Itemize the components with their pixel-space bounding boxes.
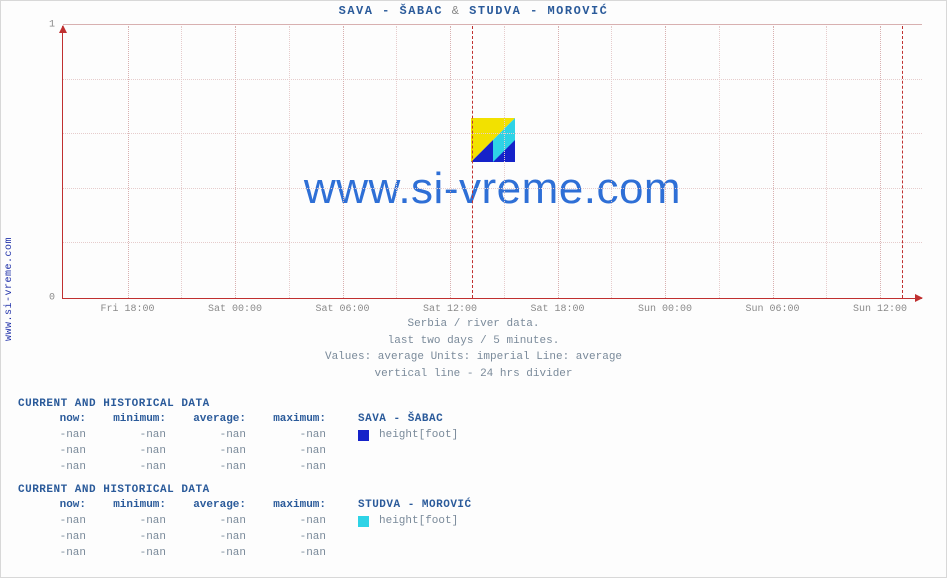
gridline-v xyxy=(235,26,236,298)
data-block-1: CURRENT AND HISTORICAL DATA now:minimum:a… xyxy=(18,398,458,476)
table-cell: -nan xyxy=(258,460,338,476)
watermark-text: www.si-vreme.com xyxy=(304,164,681,214)
gridline-v-minor xyxy=(289,26,290,298)
table-cell: -nan xyxy=(178,444,258,460)
column-header: minimum: xyxy=(98,412,178,428)
x-tick-label: Fri 18:00 xyxy=(100,304,154,315)
color-swatch-icon xyxy=(358,516,369,527)
table-row: -nan-nan-nan-nan xyxy=(18,444,458,460)
table-row: -nan-nan-nan-nanheight[foot] xyxy=(18,428,458,444)
table-cell: -nan xyxy=(178,514,258,530)
gridline-v xyxy=(343,26,344,298)
data-heading: CURRENT AND HISTORICAL DATA xyxy=(18,398,458,410)
y-tick-label: 0 xyxy=(49,293,55,304)
x-tick-label: Sat 18:00 xyxy=(530,304,584,315)
gridline-v xyxy=(773,26,774,298)
vertical-divider xyxy=(902,26,903,298)
column-header: maximum: xyxy=(258,412,338,428)
series-swatch-label: height[foot] xyxy=(358,514,458,530)
table-row: -nan-nan-nan-nanheight[foot] xyxy=(18,514,472,530)
x-tick-label: Sat 00:00 xyxy=(208,304,262,315)
gridline-v-minor xyxy=(504,26,505,298)
table-cell: -nan xyxy=(18,530,98,546)
column-header: now: xyxy=(18,412,98,428)
x-tick-label: Sun 06:00 xyxy=(745,304,799,315)
gridline-v xyxy=(558,26,559,298)
title-amp: & xyxy=(452,4,461,18)
y-axis-arrow-icon xyxy=(59,25,67,33)
column-header: average: xyxy=(178,412,258,428)
gridline-v-minor xyxy=(396,26,397,298)
gridline-v-minor xyxy=(719,26,720,298)
table-cell: -nan xyxy=(98,428,178,444)
table-cell: -nan xyxy=(258,530,338,546)
gridline-v-minor xyxy=(181,26,182,298)
table-row: -nan-nan-nan-nan xyxy=(18,530,472,546)
vertical-divider xyxy=(472,26,473,298)
table-cell: -nan xyxy=(258,444,338,460)
series-swatch-label: height[foot] xyxy=(358,428,458,444)
chart-title: SAVA - ŠABAC & STUDVA - MOROVIĆ xyxy=(0,4,947,18)
color-swatch-icon xyxy=(358,430,369,441)
table-row: -nan-nan-nan-nan xyxy=(18,460,458,476)
gridline-h xyxy=(63,79,922,80)
gridline-h xyxy=(63,133,922,134)
x-tick-label: Sat 06:00 xyxy=(315,304,369,315)
gridline-v xyxy=(880,26,881,298)
table-cell: -nan xyxy=(98,546,178,562)
data-block-2: CURRENT AND HISTORICAL DATA now:minimum:a… xyxy=(18,484,472,562)
x-tick-label: Sun 00:00 xyxy=(638,304,692,315)
caption-line: last two days / 5 minutes. xyxy=(0,333,947,350)
caption-line: Values: average Units: imperial Line: av… xyxy=(0,349,947,366)
gridline-h xyxy=(63,242,922,243)
gridline-v xyxy=(128,26,129,298)
series-label: SAVA - ŠABAC xyxy=(358,412,443,428)
unit-label: height[foot] xyxy=(379,514,458,530)
column-header: minimum: xyxy=(98,498,178,514)
table-cell: -nan xyxy=(178,530,258,546)
x-axis-arrow-icon xyxy=(915,294,923,302)
table-cell: -nan xyxy=(18,428,98,444)
table-cell: -nan xyxy=(18,546,98,562)
table-cell: -nan xyxy=(98,530,178,546)
site-logo-icon xyxy=(471,118,515,162)
title-right: STUDVA - MOROVIĆ xyxy=(469,4,608,18)
gridline-v xyxy=(450,26,451,298)
table-row: -nan-nan-nan-nan xyxy=(18,546,472,562)
y-tick-label: 1 xyxy=(49,20,55,31)
gridline-v xyxy=(665,26,666,298)
chart-plot-area: www.si-vreme.com 01Fri 18:00Sat 00:00Sat… xyxy=(62,26,922,299)
table-cell: -nan xyxy=(98,514,178,530)
table-cell: -nan xyxy=(98,460,178,476)
column-header: maximum: xyxy=(258,498,338,514)
table-cell: -nan xyxy=(98,444,178,460)
unit-label: height[foot] xyxy=(379,428,458,444)
title-left: SAVA - ŠABAC xyxy=(339,4,443,18)
table-cell: -nan xyxy=(18,460,98,476)
gridline-h xyxy=(63,188,922,189)
table-header-row: now:minimum:average:maximum: STUDVA - MOR… xyxy=(18,498,472,514)
data-heading: CURRENT AND HISTORICAL DATA xyxy=(18,484,472,496)
table-cell: -nan xyxy=(178,460,258,476)
table-cell: -nan xyxy=(178,546,258,562)
column-header: now: xyxy=(18,498,98,514)
x-tick-label: Sun 12:00 xyxy=(853,304,907,315)
caption-line: Serbia / river data. xyxy=(0,316,947,333)
table-cell: -nan xyxy=(18,444,98,460)
gridline-h-major xyxy=(63,24,922,25)
table-cell: -nan xyxy=(258,428,338,444)
series-label: STUDVA - MOROVIĆ xyxy=(358,498,472,514)
chart-caption: Serbia / river data. last two days / 5 m… xyxy=(0,316,947,382)
x-tick-label: Sat 12:00 xyxy=(423,304,477,315)
table-cell: -nan xyxy=(178,428,258,444)
gridline-v-minor xyxy=(826,26,827,298)
table-cell: -nan xyxy=(18,514,98,530)
table-header-row: now:minimum:average:maximum: SAVA - ŠABAC xyxy=(18,412,458,428)
table-cell: -nan xyxy=(258,514,338,530)
gridline-v-minor xyxy=(611,26,612,298)
caption-line: vertical line - 24 hrs divider xyxy=(0,366,947,383)
column-header: average: xyxy=(178,498,258,514)
table-cell: -nan xyxy=(258,546,338,562)
